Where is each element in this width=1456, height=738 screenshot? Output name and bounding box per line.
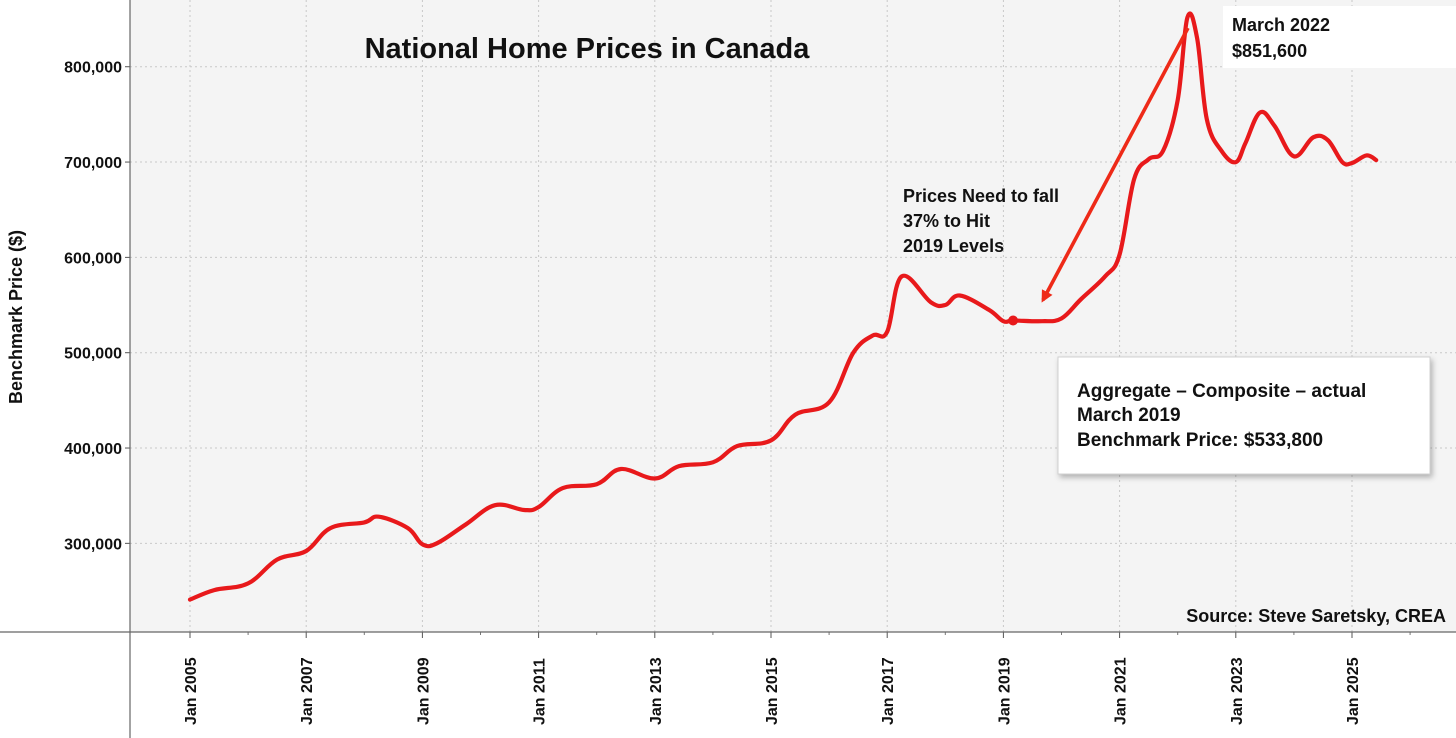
x-tick-label: Jan 2015: [764, 657, 781, 725]
x-tick-label: Jan 2023: [1229, 657, 1246, 725]
y-tick-label: 400,000: [64, 441, 122, 458]
x-tick-label: Jan 2013: [648, 657, 665, 725]
x-tick-label: Jan 2019: [996, 657, 1013, 725]
fall-note-line-2: 37% to Hit: [903, 211, 990, 231]
x-tick-label: Jan 2007: [299, 657, 316, 725]
chart-title: National Home Prices in Canada: [365, 33, 811, 65]
peak-annotation-date: March 2022: [1232, 15, 1330, 35]
y-tick-label: 500,000: [64, 346, 122, 363]
info-box-text: Aggregate – Composite – actual March 201…: [1077, 381, 1372, 451]
annotation-arrow: [1041, 27, 1190, 303]
peak-annotation-value: $851,600: [1232, 41, 1307, 61]
x-tick-label: Jan 2021: [1113, 657, 1130, 725]
y-tick-label: 300,000: [64, 536, 122, 553]
peak-annotation-text: March 2022 $851,600: [1232, 15, 1335, 61]
data-marker-march-2019: [1008, 315, 1019, 326]
y-axis-label: Benchmark Price ($): [6, 230, 26, 404]
x-tick-label: Jan 2017: [880, 657, 897, 725]
source-credit: Source: Steve Saretsky, CREA: [1186, 606, 1446, 626]
series-line-benchmark-price: [187, 11, 1379, 602]
info-box-line-3: Benchmark Price: $533,800: [1077, 430, 1323, 451]
info-box-line-1: Aggregate – Composite – actual: [1077, 381, 1366, 402]
plot-background: [130, 0, 1456, 632]
x-tick-label: Jan 2011: [532, 658, 549, 725]
info-box: [1057, 356, 1431, 475]
x-tick-label: Jan 2009: [415, 657, 432, 725]
fall-note-line-1: Prices Need to fall: [903, 186, 1059, 206]
info-box-line-2: March 2019: [1077, 405, 1181, 426]
fall-note-text: Prices Need to fall 37% to Hit 2019 Leve…: [903, 186, 1064, 256]
y-tick-label: 700,000: [64, 155, 122, 172]
y-tick-label: 600,000: [64, 250, 122, 267]
x-tick-label: Jan 2025: [1345, 657, 1362, 725]
peak-annotation-box: [1223, 6, 1456, 68]
fall-note-line-3: 2019 Levels: [903, 236, 1004, 256]
x-tick-label: Jan 2005: [183, 657, 200, 725]
y-tick-label: 800,000: [64, 60, 122, 77]
